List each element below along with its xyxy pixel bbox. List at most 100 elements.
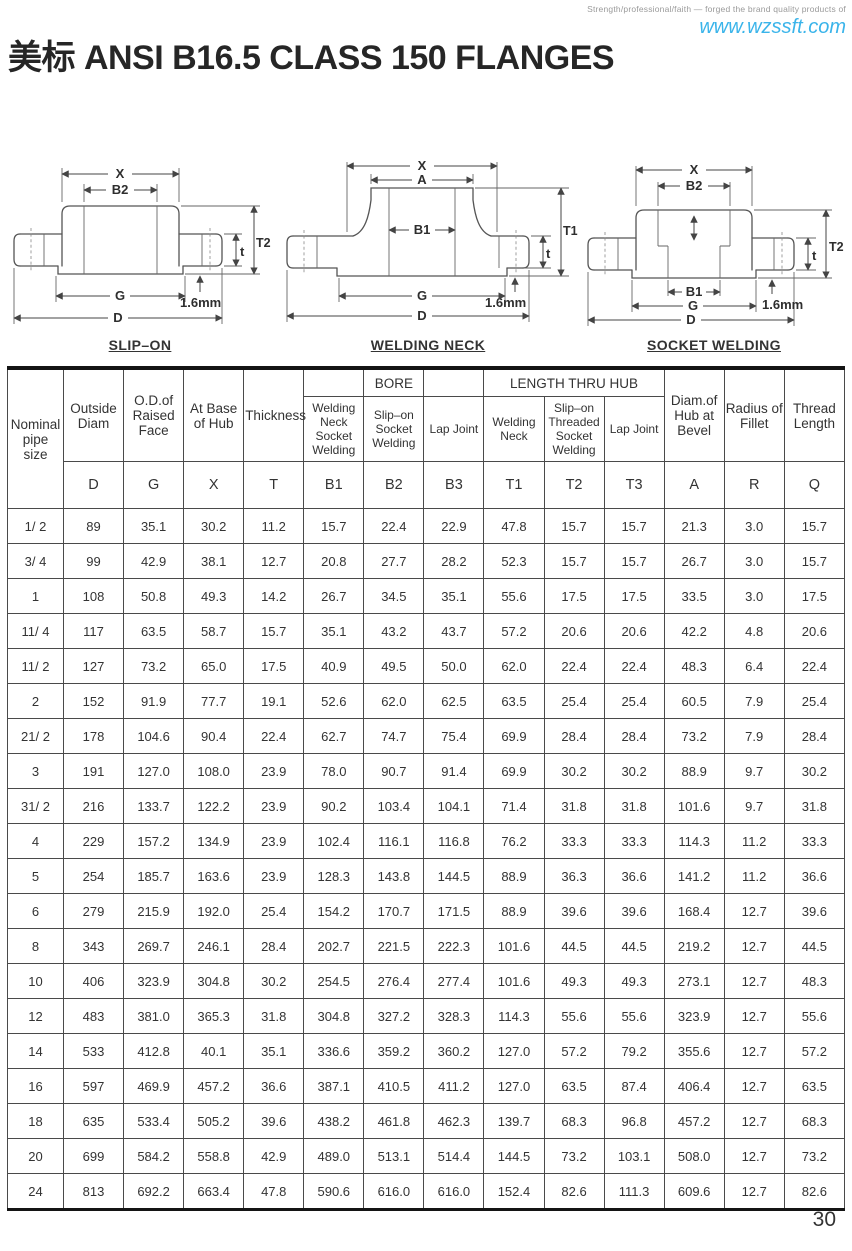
value-cell: 20.6 bbox=[543, 613, 605, 649]
table-row: 24 813 692.2 663.4 47.8 590.6 616.0 616.0 152.4 8… bbox=[7, 1173, 846, 1210]
value-cell: 505.2 bbox=[183, 1103, 245, 1139]
value-cell: 438.2 bbox=[303, 1103, 365, 1139]
value-cell: 171.5 bbox=[423, 893, 485, 929]
value-cell: 87.4 bbox=[603, 1068, 665, 1104]
col-header-lap-joint-hub: Lap Joint bbox=[603, 396, 665, 462]
value-cell: 48.3 bbox=[663, 648, 725, 684]
value-cell: 101.6 bbox=[483, 928, 545, 964]
value-cell: 74.7 bbox=[363, 718, 425, 754]
dim-label-b1: B1 bbox=[414, 222, 431, 237]
value-cell: 52.3 bbox=[483, 543, 545, 579]
value-cell: 127.0 bbox=[483, 1068, 545, 1104]
value-cell: 336.6 bbox=[303, 1033, 365, 1069]
value-cell: 12.7 bbox=[723, 963, 785, 999]
value-cell: 699 bbox=[62, 1138, 125, 1174]
value-cell: 91.4 bbox=[423, 753, 485, 789]
letter-t: T bbox=[243, 461, 305, 509]
letter-a: A bbox=[663, 461, 725, 509]
value-cell: 360.2 bbox=[423, 1033, 485, 1069]
value-cell: 635 bbox=[62, 1103, 125, 1139]
nominal-size-cell: 12 bbox=[7, 998, 64, 1034]
table-row: 20 699 584.2 558.8 42.9 489.0 513.1 514.4 144.5 7… bbox=[7, 1138, 846, 1174]
value-cell: 23.9 bbox=[243, 858, 305, 894]
page-number: 30 bbox=[812, 1208, 836, 1231]
value-cell: 89 bbox=[62, 508, 125, 544]
value-cell: 30.2 bbox=[243, 963, 305, 999]
value-cell: 616.0 bbox=[423, 1173, 485, 1210]
value-cell: 15.7 bbox=[243, 613, 305, 649]
table-row: 3 191 127.0 108.0 23.9 78.0 90.7 91.4 69.9 30.2 30… bbox=[7, 753, 846, 789]
value-cell: 69.9 bbox=[483, 718, 545, 754]
dim-label-t2: T2 bbox=[256, 236, 271, 250]
value-cell: 15.7 bbox=[543, 543, 605, 579]
table-row: 8 343 269.7 246.1 28.4 202.7 221.5 222.3 101.6 44… bbox=[7, 928, 846, 964]
flange-diagrams: X B2 T2 t 1.6mm G D SLIP–ON bbox=[0, 156, 852, 353]
page-title: 美标 ANSI B16.5 CLASS 150 FLANGES bbox=[8, 39, 615, 77]
value-cell: 28.2 bbox=[423, 543, 485, 579]
value-cell: 406 bbox=[62, 963, 125, 999]
value-cell: 31.8 bbox=[783, 788, 846, 824]
value-cell: 597 bbox=[62, 1068, 125, 1104]
dim-label-t: t bbox=[546, 246, 551, 261]
value-cell: 49.3 bbox=[603, 963, 665, 999]
value-cell: 33.3 bbox=[783, 823, 846, 859]
dim-label-t2: T2 bbox=[829, 240, 844, 254]
value-cell: 33.3 bbox=[543, 823, 605, 859]
value-cell: 15.7 bbox=[783, 508, 846, 544]
letter-d: D bbox=[62, 461, 125, 509]
value-cell: 533 bbox=[62, 1033, 125, 1069]
group-header-empty-left bbox=[303, 367, 365, 397]
value-cell: 185.7 bbox=[123, 858, 185, 894]
value-cell: 12.7 bbox=[723, 1068, 785, 1104]
letter-b3: B3 bbox=[423, 461, 485, 509]
value-cell: 63.5 bbox=[483, 683, 545, 719]
value-cell: 144.5 bbox=[483, 1138, 545, 1174]
value-cell: 327.2 bbox=[363, 998, 425, 1034]
value-cell: 39.6 bbox=[783, 893, 846, 929]
value-cell: 62.5 bbox=[423, 683, 485, 719]
nominal-size-cell: 4 bbox=[7, 823, 64, 859]
value-cell: 22.4 bbox=[363, 508, 425, 544]
value-cell: 48.3 bbox=[783, 963, 846, 999]
value-cell: 88.9 bbox=[483, 893, 545, 929]
table-row: 18 635 533.4 505.2 39.6 438.2 461.8 462.3 139.7 6… bbox=[7, 1103, 846, 1139]
value-cell: 15.7 bbox=[543, 508, 605, 544]
value-cell: 39.6 bbox=[603, 893, 665, 929]
value-cell: 489.0 bbox=[303, 1138, 365, 1174]
nominal-size-cell: 11/ 2 bbox=[7, 648, 64, 684]
value-cell: 90.7 bbox=[363, 753, 425, 789]
nominal-size-cell: 14 bbox=[7, 1033, 64, 1069]
value-cell: 62.7 bbox=[303, 718, 365, 754]
value-cell: 68.3 bbox=[783, 1103, 846, 1139]
value-cell: 108 bbox=[62, 578, 125, 614]
value-cell: 7.9 bbox=[723, 683, 785, 719]
col-header-outside-diam: Outside Diam bbox=[62, 367, 125, 462]
value-cell: 23.9 bbox=[243, 753, 305, 789]
value-cell: 103.1 bbox=[603, 1138, 665, 1174]
letter-t2: T2 bbox=[543, 461, 605, 509]
slip-on-diagram: X B2 T2 t 1.6mm G D bbox=[13, 166, 271, 325]
value-cell: 91.9 bbox=[123, 683, 185, 719]
table-row: 5 254 185.7 163.6 23.9 128.3 143.8 144.5 88.9 36.… bbox=[7, 858, 846, 894]
value-cell: 42.2 bbox=[663, 613, 725, 649]
value-cell: 17.5 bbox=[543, 578, 605, 614]
value-cell: 55.6 bbox=[783, 998, 846, 1034]
value-cell: 127.0 bbox=[123, 753, 185, 789]
value-cell: 49.5 bbox=[363, 648, 425, 684]
value-cell: 221.5 bbox=[363, 928, 425, 964]
value-cell: 71.4 bbox=[483, 788, 545, 824]
value-cell: 141.2 bbox=[663, 858, 725, 894]
value-cell: 73.2 bbox=[543, 1138, 605, 1174]
value-cell: 14.2 bbox=[243, 578, 305, 614]
socket-welding-caption: SOCKET WELDING bbox=[647, 337, 781, 353]
value-cell: 323.9 bbox=[123, 963, 185, 999]
value-cell: 99 bbox=[62, 543, 125, 579]
value-cell: 4.8 bbox=[723, 613, 785, 649]
value-cell: 35.1 bbox=[303, 613, 365, 649]
value-cell: 134.9 bbox=[183, 823, 245, 859]
value-cell: 88.9 bbox=[483, 858, 545, 894]
dim-label-g: G bbox=[688, 298, 698, 313]
dim-label-t: t bbox=[240, 244, 245, 259]
value-cell: 457.2 bbox=[663, 1103, 725, 1139]
value-cell: 42.9 bbox=[243, 1138, 305, 1174]
